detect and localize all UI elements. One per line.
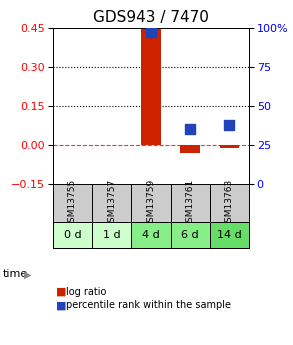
Bar xyxy=(210,222,249,248)
Bar xyxy=(171,222,210,248)
Text: GSM13759: GSM13759 xyxy=(146,179,155,228)
Text: GSM13757: GSM13757 xyxy=(107,179,116,228)
Bar xyxy=(141,28,161,145)
Text: 0 d: 0 d xyxy=(64,230,81,240)
Bar xyxy=(53,222,92,248)
Text: GSM13763: GSM13763 xyxy=(225,179,234,228)
Point xyxy=(227,122,232,127)
Text: ■: ■ xyxy=(56,300,66,310)
Text: ▶: ▶ xyxy=(24,269,32,279)
Title: GDS943 / 7470: GDS943 / 7470 xyxy=(93,10,209,25)
Text: percentile rank within the sample: percentile rank within the sample xyxy=(66,300,231,310)
Bar xyxy=(180,145,200,153)
Text: log ratio: log ratio xyxy=(66,287,106,296)
Point xyxy=(188,127,193,132)
Bar xyxy=(131,222,171,248)
Text: ■: ■ xyxy=(56,287,66,296)
Bar xyxy=(220,145,239,148)
Text: 4 d: 4 d xyxy=(142,230,160,240)
Text: GSM13761: GSM13761 xyxy=(186,179,195,228)
Point xyxy=(149,30,153,35)
Text: 14 d: 14 d xyxy=(217,230,242,240)
Text: time: time xyxy=(3,269,28,279)
Text: GSM13755: GSM13755 xyxy=(68,179,77,228)
Text: 1 d: 1 d xyxy=(103,230,120,240)
Bar xyxy=(92,222,131,248)
Text: 6 d: 6 d xyxy=(181,230,199,240)
